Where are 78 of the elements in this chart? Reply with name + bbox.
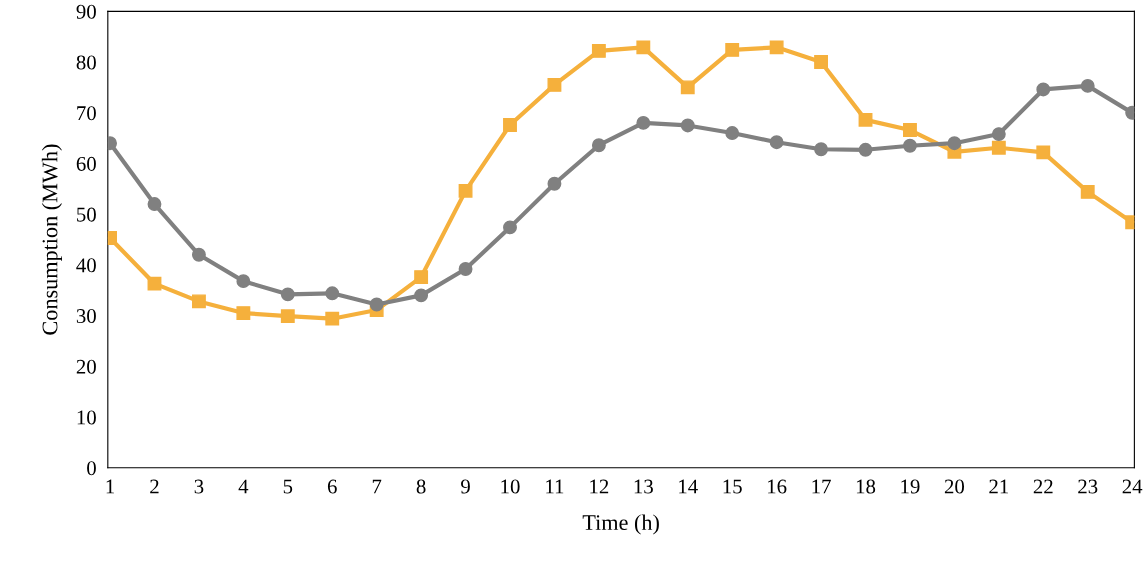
point bbox=[680, 118, 695, 133]
y-tick-label: 90 bbox=[76, 4, 96, 19]
point bbox=[1036, 145, 1051, 160]
point bbox=[414, 288, 429, 303]
x-tick-label: 10 bbox=[501, 479, 520, 494]
y-tick-label: 50 bbox=[77, 207, 96, 222]
x-tick-label: 12 bbox=[590, 479, 609, 494]
point bbox=[280, 309, 295, 324]
x-tick-label: 20 bbox=[944, 479, 965, 494]
point bbox=[725, 126, 740, 141]
point bbox=[458, 183, 473, 198]
point bbox=[903, 138, 917, 153]
point bbox=[991, 140, 1006, 155]
x-tick-label: 4 bbox=[238, 479, 249, 494]
y-tick-label: 0 bbox=[87, 461, 96, 476]
x-tick-label: 2 bbox=[150, 479, 159, 494]
point bbox=[769, 135, 784, 150]
x-tick-label: 15 bbox=[723, 479, 742, 494]
point bbox=[191, 247, 206, 262]
x-tick-label: 22 bbox=[1033, 479, 1053, 494]
point bbox=[1080, 184, 1095, 199]
y-tick-label: 40 bbox=[76, 258, 96, 273]
point bbox=[769, 40, 784, 55]
point bbox=[458, 262, 473, 276]
point bbox=[369, 297, 384, 312]
point bbox=[325, 286, 340, 301]
point bbox=[903, 123, 917, 137]
point bbox=[147, 197, 162, 212]
y-axis-title: Consumption (MWh) bbox=[41, 144, 62, 335]
x-tick-label: 21 bbox=[989, 479, 1009, 494]
point bbox=[1036, 82, 1051, 97]
y-tick-label: 20 bbox=[76, 359, 96, 374]
point bbox=[191, 294, 206, 309]
point bbox=[503, 117, 517, 132]
x-tick-label: 23 bbox=[1078, 479, 1098, 494]
point bbox=[591, 138, 606, 153]
y-tick-label: 80 bbox=[76, 55, 96, 70]
y-tick-label: 10 bbox=[77, 410, 96, 425]
point bbox=[1080, 78, 1095, 93]
point bbox=[636, 115, 651, 130]
x-tick-label: 1 bbox=[106, 479, 114, 494]
point bbox=[325, 311, 340, 326]
point bbox=[547, 176, 562, 191]
x-tick-label: 19 bbox=[901, 479, 920, 494]
point bbox=[591, 43, 606, 58]
x-tick-label: 17 bbox=[812, 479, 831, 494]
x-tick-label: 3 bbox=[194, 479, 204, 494]
point bbox=[236, 306, 251, 321]
point bbox=[636, 40, 651, 55]
x-tick-label: 9 bbox=[461, 479, 470, 494]
x-tick-label: 16 bbox=[768, 479, 787, 494]
y-tick-label: 70 bbox=[77, 106, 96, 121]
point bbox=[858, 112, 873, 127]
point bbox=[814, 142, 829, 157]
x-tick-label: 13 bbox=[634, 479, 653, 494]
y-tick-label: 60 bbox=[76, 156, 96, 171]
x-axis-title: Time (h) bbox=[582, 514, 659, 535]
point bbox=[725, 42, 740, 57]
x-tick-label: 18 bbox=[856, 479, 876, 494]
point bbox=[680, 80, 695, 95]
x-tick-label: 24 bbox=[1122, 479, 1143, 494]
point bbox=[814, 55, 829, 70]
x-tick-label: 5 bbox=[283, 479, 293, 494]
point bbox=[414, 270, 429, 285]
point bbox=[280, 287, 295, 302]
y-tick-label: 30 bbox=[76, 309, 96, 324]
x-tick-label: 6 bbox=[327, 479, 337, 494]
x-tick-label: 8 bbox=[416, 479, 426, 494]
point bbox=[991, 127, 1006, 142]
x-tick-label: 7 bbox=[372, 479, 382, 494]
point bbox=[503, 220, 517, 235]
x-tick-label: 14 bbox=[679, 479, 698, 494]
point bbox=[236, 274, 251, 289]
point bbox=[147, 276, 162, 291]
point bbox=[547, 77, 562, 92]
x-tick-label: 11 bbox=[546, 479, 564, 494]
point bbox=[947, 136, 962, 151]
point bbox=[858, 142, 873, 157]
